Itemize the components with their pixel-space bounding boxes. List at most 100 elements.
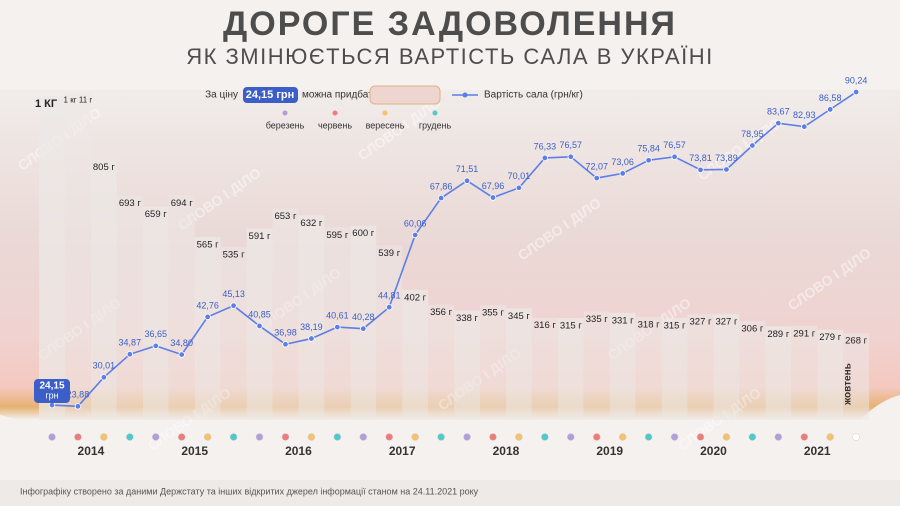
category-dot — [333, 433, 342, 441]
gram-bar — [687, 314, 714, 420]
quarter-legend-label: вересень — [366, 120, 405, 130]
gram-bar — [272, 208, 299, 420]
gram-label: 331 г — [612, 315, 634, 326]
price-marker — [230, 302, 237, 309]
price-label: 24,15 — [39, 381, 64, 392]
year-label: 2018 — [493, 444, 520, 458]
gram-label: 693 г — [119, 198, 141, 209]
axis-band — [0, 428, 900, 478]
price-marker — [360, 325, 367, 332]
category-dot — [48, 433, 56, 441]
gram-label: 356 г — [430, 307, 452, 318]
gram-bar — [583, 311, 610, 420]
gram-bar — [428, 304, 455, 420]
gram-label: 306 г — [741, 323, 763, 334]
price-label: 73,89 — [715, 153, 738, 163]
gram-label: 595 г — [326, 230, 348, 241]
category-dot — [800, 433, 809, 441]
price-marker — [48, 401, 56, 409]
price-marker — [437, 194, 445, 202]
price-marker — [827, 106, 834, 113]
price-label: 82,93 — [793, 110, 816, 120]
price-label: 60,06 — [404, 218, 427, 228]
category-dot — [437, 433, 445, 441]
category-dot — [541, 433, 549, 441]
gram-bar — [64, 92, 91, 420]
gram-bar — [843, 333, 870, 420]
gram-label: 318 г — [638, 320, 660, 331]
quarter-legend-dot — [432, 110, 438, 116]
quarter-legend-dot — [382, 110, 388, 116]
price-marker — [541, 154, 549, 162]
price-label: 72,07 — [585, 161, 608, 171]
gram-bar — [557, 318, 584, 420]
price-marker — [178, 351, 185, 358]
gram-bar — [194, 237, 221, 420]
year-label: 2020 — [700, 444, 727, 458]
quarter-legend-dot — [282, 110, 288, 116]
gram-bar — [350, 225, 377, 420]
category-dot — [618, 433, 627, 441]
legend-pill — [243, 87, 298, 103]
gram-bar — [480, 305, 506, 420]
category-dot — [385, 433, 393, 441]
gram-bar — [454, 310, 481, 420]
gram-label: 316 г — [534, 320, 556, 331]
chart-title: ДОРОГЕ ЗАДОВОЛЕННЯ — [223, 5, 677, 43]
gram-bar — [142, 206, 169, 420]
year-label: 2019 — [596, 444, 623, 458]
gram-label: 315 г — [664, 321, 686, 332]
price-marker — [256, 322, 263, 330]
footer: Інфографіку створено за даними Держстату… — [20, 486, 479, 496]
category-dot — [203, 433, 212, 441]
category-dot — [152, 433, 160, 441]
price-label: 34,87 — [119, 338, 142, 348]
price-marker — [386, 303, 393, 311]
category-dot — [722, 433, 731, 441]
price-marker — [567, 153, 574, 160]
category-dot — [307, 433, 316, 441]
chart-subtitle: ЯК ЗМІНЮЄТЬСЯ ВАРТІСТЬ САЛА В УКРАЇНІ — [186, 44, 714, 69]
price-marker — [801, 123, 808, 130]
price-label: 67,96 — [482, 181, 505, 191]
price-label: 73,81 — [689, 153, 712, 163]
category-dot — [826, 433, 834, 441]
year-label: 2014 — [78, 444, 105, 458]
price-marker — [489, 194, 497, 201]
gram-label: 338 г — [456, 313, 478, 324]
price-marker — [775, 119, 782, 127]
last-category-label: жовтень — [843, 363, 854, 406]
gram-label: 327 г — [715, 317, 737, 328]
unit-label: грн — [45, 390, 58, 400]
gram-label: 539 г — [378, 248, 400, 259]
price-label: 40,28 — [352, 312, 375, 322]
start-badge — [34, 379, 70, 404]
legend-text: За ціну — [205, 90, 238, 101]
year-label: 2015 — [181, 444, 208, 458]
category-dot — [463, 433, 471, 441]
gram-label: 659 г — [145, 209, 167, 220]
price-marker — [126, 351, 134, 358]
gram-bar — [609, 312, 636, 420]
price-label: 71,51 — [456, 164, 479, 174]
gram-bar — [168, 195, 195, 420]
price-label: 83,67 — [767, 107, 790, 117]
price-label: 76,57 — [560, 140, 583, 150]
gram-label: 335 г — [586, 314, 608, 325]
price-label: 73,06 — [611, 157, 634, 167]
gram-label: 632 г — [300, 218, 322, 229]
year-label: 2017 — [389, 444, 416, 458]
gram-label: 402 г — [404, 292, 426, 303]
legend-marker — [462, 92, 468, 98]
price-label: 34,80 — [170, 338, 193, 348]
price-marker — [852, 88, 860, 96]
category-dot — [359, 433, 368, 441]
category-dot — [177, 433, 186, 441]
price-marker — [645, 157, 652, 164]
category-dot — [411, 433, 419, 441]
price-label: 67,86 — [430, 181, 453, 191]
category-dot — [515, 433, 523, 441]
gram-bar — [739, 320, 766, 420]
price-marker — [334, 323, 341, 331]
gram-bar — [765, 326, 792, 420]
